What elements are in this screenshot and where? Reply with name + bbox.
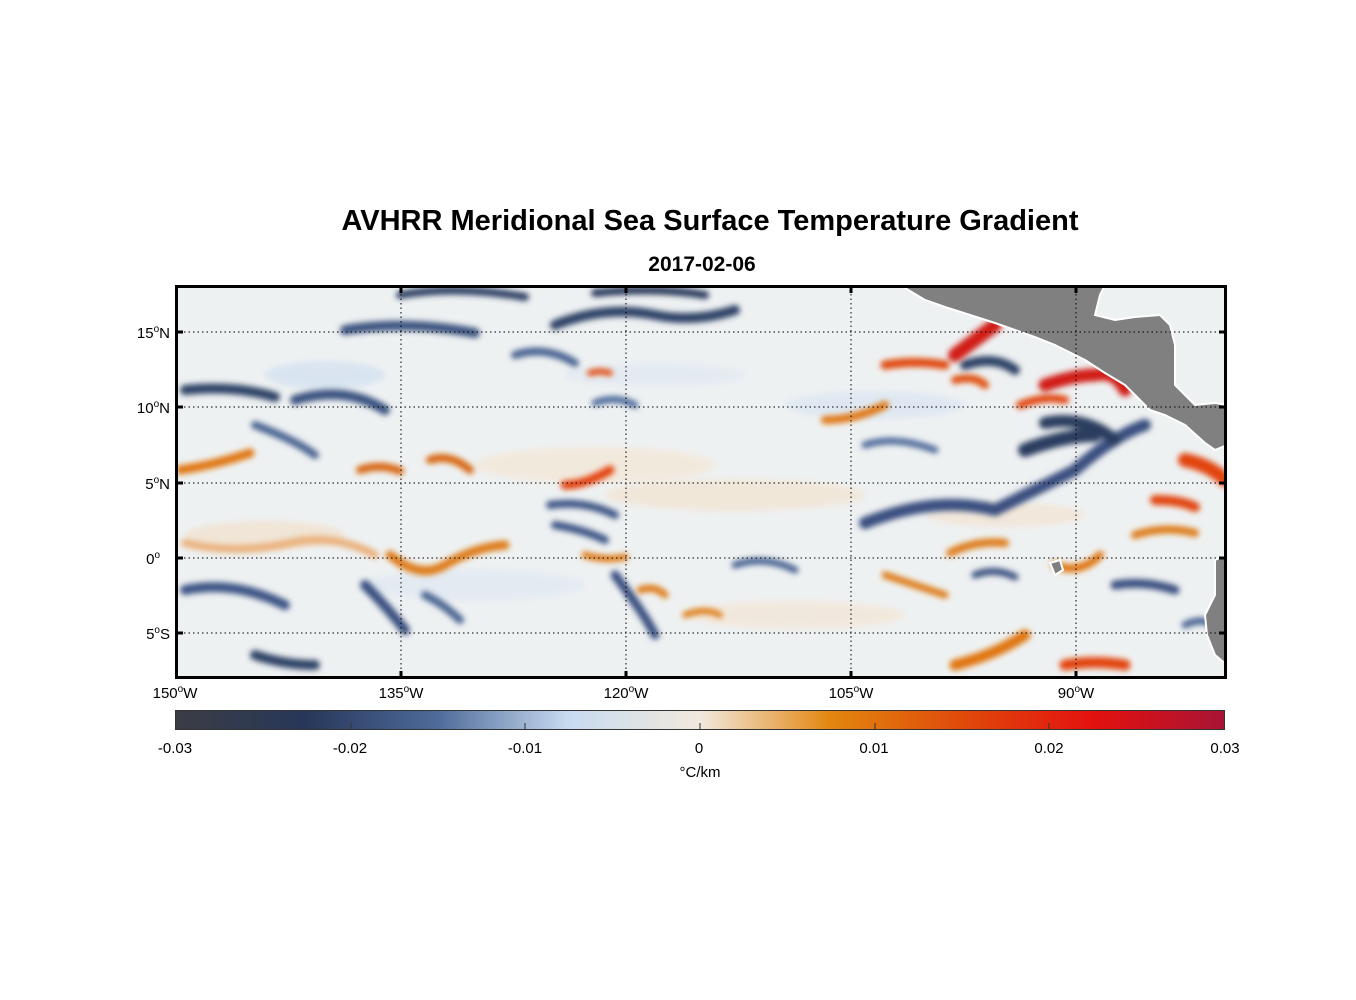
sst-gradient-map (175, 285, 1227, 679)
lat-label-5n: 5oN (145, 475, 170, 493)
colorbar-tick-label: 0.02 (1034, 740, 1064, 757)
lon-label-150w: 150oW (152, 684, 198, 702)
negative-gradient-streaks (180, 286, 1224, 670)
colorbar-unit-label: °C/km (679, 764, 721, 781)
map-canvas (175, 285, 1227, 679)
galapagos-land (1048, 558, 1065, 577)
map-subtitle: 2017-02-06 (648, 253, 756, 276)
lat-label-5s: 5oS (146, 625, 170, 643)
colorbar-tick-label: 0.01 (859, 740, 889, 757)
lon-label-90w: 90oW (1057, 684, 1095, 702)
colorbar-tick-label: -0.02 (332, 740, 368, 757)
colorbar (175, 710, 1225, 730)
colorbar-tick-label: 0.03 (1210, 740, 1240, 757)
lon-label-105w: 105oW (828, 684, 874, 702)
lon-label-135w: 135oW (378, 684, 424, 702)
lat-label-0: 0o (146, 550, 160, 568)
positive-gradient-streaks (175, 318, 1227, 671)
land (898, 285, 1227, 667)
central-america-land (898, 285, 1227, 452)
colorbar-tick-label: -0.01 (507, 740, 543, 757)
lat-label-15n: 15oN (136, 324, 170, 342)
map-title: AVHRR Meridional Sea Surface Temperature… (341, 205, 1079, 237)
colorbar-ticks (350, 723, 1050, 729)
map-ticks (175, 285, 1227, 679)
south-america-land (1203, 553, 1227, 667)
lat-label-10n: 10oN (136, 399, 170, 417)
lon-label-120w: 120oW (603, 684, 649, 702)
colorbar-tick-label: -0.03 (157, 740, 193, 757)
colorbar-tick-label: 0 (694, 740, 704, 757)
